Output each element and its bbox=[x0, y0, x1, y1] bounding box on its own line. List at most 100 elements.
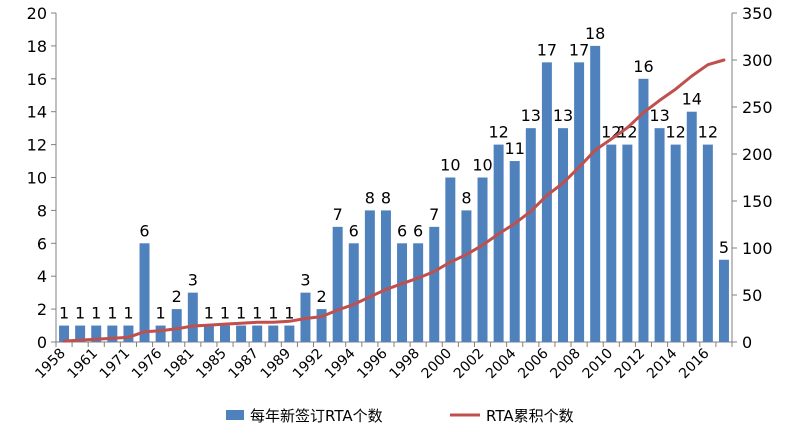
bar-data-label: 1 bbox=[123, 304, 133, 323]
x-tick-label: 1998 bbox=[386, 346, 423, 383]
bar-data-label: 1 bbox=[59, 304, 69, 323]
bar-data-label: 14 bbox=[682, 90, 702, 109]
x-tick-label: 2012 bbox=[612, 346, 649, 383]
bar bbox=[59, 325, 70, 342]
bar-data-label: 2 bbox=[172, 287, 182, 306]
left-tick-label: 10 bbox=[27, 169, 47, 188]
bar-data-label: 1 bbox=[220, 304, 230, 323]
bar bbox=[348, 243, 359, 342]
left-tick-label: 20 bbox=[27, 4, 47, 23]
right-tick-label: 50 bbox=[742, 286, 762, 305]
bar-series bbox=[59, 45, 729, 343]
bar bbox=[477, 177, 488, 342]
x-tick-label: 1987 bbox=[226, 346, 263, 383]
bar bbox=[203, 325, 214, 342]
bar-data-label: 17 bbox=[569, 40, 589, 59]
bar bbox=[171, 309, 182, 342]
bar-data-label: 1 bbox=[204, 304, 214, 323]
bar bbox=[236, 325, 247, 342]
bar bbox=[702, 144, 713, 342]
left-tick-label: 6 bbox=[37, 234, 47, 253]
bar bbox=[252, 325, 263, 342]
bar-data-label: 1 bbox=[156, 304, 166, 323]
bar-data-label: 10 bbox=[440, 156, 460, 175]
right-tick-label: 300 bbox=[742, 51, 773, 70]
bar bbox=[493, 144, 504, 342]
bar bbox=[525, 128, 536, 342]
bar bbox=[187, 292, 198, 342]
bar bbox=[558, 128, 568, 342]
x-tick-label: 2000 bbox=[419, 346, 456, 383]
bar bbox=[316, 309, 327, 342]
bar-data-label: 8 bbox=[365, 188, 375, 207]
bar bbox=[268, 325, 279, 342]
x-tick-label: 2008 bbox=[547, 346, 584, 383]
bar bbox=[670, 144, 681, 342]
bar-data-label: 3 bbox=[300, 271, 310, 290]
bar bbox=[686, 111, 697, 342]
bar bbox=[380, 210, 391, 342]
bar-data-label: 12 bbox=[665, 123, 685, 142]
left-tick-label: 4 bbox=[37, 267, 47, 286]
line-series bbox=[62, 58, 726, 343]
bar-data-label: 1 bbox=[75, 304, 85, 323]
bar-data-label: 8 bbox=[381, 188, 391, 207]
bar bbox=[107, 325, 118, 342]
bar-data-label: 11 bbox=[505, 139, 525, 158]
bar bbox=[75, 325, 86, 342]
bar-data-label: 13 bbox=[521, 106, 541, 125]
bar-data-label: 1 bbox=[252, 304, 262, 323]
left-tick-label: 18 bbox=[27, 37, 47, 56]
left-tick-label: 16 bbox=[27, 70, 47, 89]
right-tick-label: 0 bbox=[742, 333, 752, 352]
right-tick-label: 100 bbox=[742, 239, 773, 258]
x-tick-label: 1981 bbox=[161, 346, 198, 383]
bar-data-label: 12 bbox=[488, 123, 508, 142]
bar bbox=[622, 144, 633, 342]
bar bbox=[284, 325, 295, 342]
left-tick-label: 0 bbox=[37, 333, 47, 352]
left-tick-label: 14 bbox=[27, 103, 47, 122]
x-tick-label: 1971 bbox=[97, 346, 134, 383]
bar-data-label: 6 bbox=[139, 221, 149, 240]
bar bbox=[590, 45, 601, 343]
x-tick-label: 1989 bbox=[258, 346, 295, 383]
bar bbox=[155, 325, 166, 342]
bar-data-label: 1 bbox=[284, 304, 294, 323]
bar-data-label: 7 bbox=[429, 205, 439, 224]
bar-data-label: 8 bbox=[461, 188, 471, 207]
x-tick-label: 1961 bbox=[65, 346, 102, 383]
bar-data-label: 6 bbox=[397, 221, 407, 240]
bar-data-label: 5 bbox=[719, 238, 729, 257]
bar-data-label: 12 bbox=[698, 123, 718, 142]
bar-data-label: 16 bbox=[633, 57, 653, 76]
bar bbox=[123, 325, 134, 342]
bar-data-label: 1 bbox=[91, 304, 101, 323]
legend-swatch-bar bbox=[226, 410, 244, 420]
bar bbox=[541, 62, 552, 342]
x-tick-label: 1994 bbox=[322, 345, 359, 382]
bar-data-label: 13 bbox=[553, 106, 573, 125]
bar bbox=[606, 144, 617, 342]
bar bbox=[91, 325, 102, 342]
right-tick-label: 350 bbox=[742, 4, 773, 23]
bar bbox=[364, 210, 375, 342]
bar bbox=[332, 226, 343, 342]
x-tick-label: 2002 bbox=[451, 346, 488, 383]
bar bbox=[654, 128, 665, 342]
bar-data-label: 3 bbox=[188, 271, 198, 290]
bar bbox=[413, 243, 424, 342]
bar-data-label: 2 bbox=[316, 287, 326, 306]
x-tick-label: 1996 bbox=[354, 345, 391, 382]
bar-data-label: 1 bbox=[268, 304, 278, 323]
bar-data-label: 7 bbox=[333, 205, 343, 224]
legend-label-bar: 每年新签订RTA个数 bbox=[250, 407, 383, 425]
bar bbox=[461, 210, 472, 342]
bar bbox=[718, 259, 729, 342]
left-tick-label: 2 bbox=[37, 300, 47, 319]
bar bbox=[429, 226, 440, 342]
bar bbox=[139, 243, 150, 342]
bar-data-label: 1 bbox=[107, 304, 117, 323]
